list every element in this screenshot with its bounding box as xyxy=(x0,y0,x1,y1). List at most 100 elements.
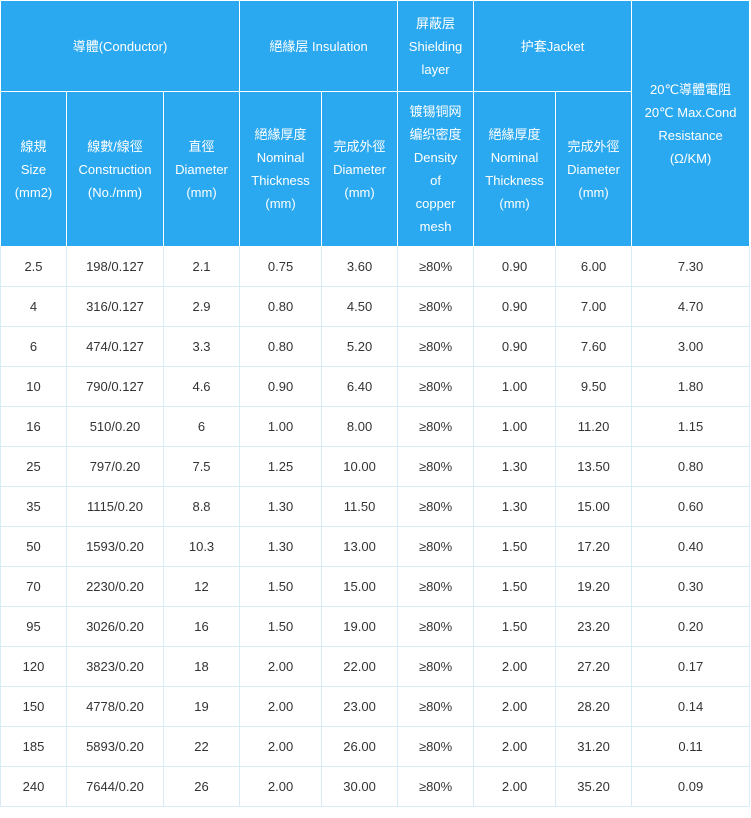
cell-max-resistance: 0.11 xyxy=(631,726,751,767)
cell-max-resistance: 1.80 xyxy=(631,366,751,407)
cell-construction: 198/0.127 xyxy=(66,246,164,287)
header-size: 線規 Size (mm2) xyxy=(0,91,67,247)
cell-braid-density: ≥80% xyxy=(397,406,475,447)
cell-insulation-diameter: 3.60 xyxy=(321,246,399,287)
cell-jacket-thickness: 1.50 xyxy=(473,566,557,607)
cell-size: 10 xyxy=(0,366,67,407)
cell-insulation-diameter: 5.20 xyxy=(321,326,399,367)
cell-size: 50 xyxy=(0,526,67,567)
cell-insulation-diameter: 15.00 xyxy=(321,566,399,607)
cell-construction: 1593/0.20 xyxy=(66,526,164,567)
cell-max-resistance: 0.80 xyxy=(631,446,751,487)
cell-jacket-diameter: 7.00 xyxy=(555,286,633,327)
cell-insulation-thickness: 1.30 xyxy=(239,526,323,567)
cell-jacket-thickness: 1.50 xyxy=(473,526,557,567)
cell-jacket-thickness: 1.30 xyxy=(473,446,557,487)
cell-insulation-thickness: 2.00 xyxy=(239,686,323,727)
table-row: 150 4778/0.20 19 2.00 23.00 ≥80% 2.00 28.20 0.14 xyxy=(0,686,751,727)
cell-braid-density: ≥80% xyxy=(397,566,475,607)
cell-size: 150 xyxy=(0,686,67,727)
cell-size: 185 xyxy=(0,726,67,767)
table-row: 95 3026/0.20 16 1.50 19.00 ≥80% 1.50 23.20 0.20 xyxy=(0,606,751,647)
cell-jacket-diameter: 19.20 xyxy=(555,566,633,607)
cell-braid-density: ≥80% xyxy=(397,726,475,767)
cell-max-resistance: 3.00 xyxy=(631,326,751,367)
cell-jacket-diameter: 6.00 xyxy=(555,246,633,287)
cell-insulation-diameter: 22.00 xyxy=(321,646,399,687)
cell-diameter: 10.3 xyxy=(162,526,241,567)
cell-jacket-thickness: 2.00 xyxy=(473,686,557,727)
cell-diameter: 3.3 xyxy=(162,326,241,367)
cell-diameter: 6 xyxy=(162,406,241,447)
cell-insulation-diameter: 30.00 xyxy=(321,766,399,807)
cell-insulation-thickness: 2.00 xyxy=(239,646,323,687)
header-insulation-thickness: 絕緣厚度 Nominal Thickness (mm) xyxy=(239,91,323,247)
cell-size: 70 xyxy=(0,566,67,607)
cell-construction: 7644/0.20 xyxy=(66,766,164,807)
cell-braid-density: ≥80% xyxy=(397,526,475,567)
cell-construction: 474/0.127 xyxy=(66,326,164,367)
cell-jacket-thickness: 2.00 xyxy=(473,726,557,767)
cell-diameter: 16 xyxy=(162,606,241,647)
cell-insulation-thickness: 1.00 xyxy=(239,406,323,447)
cell-jacket-diameter: 7.60 xyxy=(555,326,633,367)
cell-diameter: 22 xyxy=(162,726,241,767)
table-row: 70 2230/0.20 12 1.50 15.00 ≥80% 1.50 19.20 0.30 xyxy=(0,566,751,607)
cell-construction: 4778/0.20 xyxy=(66,686,164,727)
cell-max-resistance: 0.14 xyxy=(631,686,751,727)
cell-insulation-thickness: 1.30 xyxy=(239,486,323,527)
cell-construction: 3823/0.20 xyxy=(66,646,164,687)
header-conductor: 導體(Conductor) xyxy=(0,0,241,92)
table-body: 2.5 198/0.127 2.1 0.75 3.60 ≥80% 0.90 6.00 7.30 4… xyxy=(0,246,751,807)
cell-diameter: 26 xyxy=(162,766,241,807)
cell-size: 25 xyxy=(0,446,67,487)
cell-diameter: 7.5 xyxy=(162,446,241,487)
table-row: 240 7644/0.20 26 2.00 30.00 ≥80% 2.00 35.20 0.09 xyxy=(0,766,751,807)
cell-diameter: 18 xyxy=(162,646,241,687)
cell-insulation-thickness: 2.00 xyxy=(239,766,323,807)
cell-insulation-thickness: 1.50 xyxy=(239,606,323,647)
cell-insulation-thickness: 0.75 xyxy=(239,246,323,287)
cell-jacket-thickness: 0.90 xyxy=(473,246,557,287)
cell-max-resistance: 0.60 xyxy=(631,486,751,527)
cell-jacket-diameter: 9.50 xyxy=(555,366,633,407)
cell-diameter: 2.9 xyxy=(162,286,241,327)
header-shielding: 屏蔽层 Shielding layer xyxy=(397,0,475,92)
cell-braid-density: ≥80% xyxy=(397,686,475,727)
cell-jacket-diameter: 28.20 xyxy=(555,686,633,727)
cell-jacket-thickness: 1.50 xyxy=(473,606,557,647)
table-row: 6 474/0.127 3.3 0.80 5.20 ≥80% 0.90 7.60 3.00 xyxy=(0,326,751,367)
cell-insulation-thickness: 0.80 xyxy=(239,286,323,327)
cell-jacket-diameter: 15.00 xyxy=(555,486,633,527)
cell-construction: 1115/0.20 xyxy=(66,486,164,527)
cell-insulation-thickness: 0.80 xyxy=(239,326,323,367)
cell-size: 16 xyxy=(0,406,67,447)
cell-construction: 316/0.127 xyxy=(66,286,164,327)
cell-size: 240 xyxy=(0,766,67,807)
table-row: 25 797/0.20 7.5 1.25 10.00 ≥80% 1.30 13.50 0.80 xyxy=(0,446,751,487)
cell-size: 4 xyxy=(0,286,67,327)
cell-max-resistance: 1.15 xyxy=(631,406,751,447)
cell-diameter: 2.1 xyxy=(162,246,241,287)
header-insulation: 絕緣层 Insulation xyxy=(239,0,399,92)
cell-insulation-diameter: 23.00 xyxy=(321,686,399,727)
header-resistance: 20℃導體電阻 20℃ Max.Cond Resistance (Ω/KM) xyxy=(631,0,751,247)
cell-construction: 3026/0.20 xyxy=(66,606,164,647)
cell-jacket-diameter: 35.20 xyxy=(555,766,633,807)
cell-braid-density: ≥80% xyxy=(397,446,475,487)
cell-diameter: 12 xyxy=(162,566,241,607)
cell-max-resistance: 0.30 xyxy=(631,566,751,607)
cell-braid-density: ≥80% xyxy=(397,286,475,327)
cell-diameter: 4.6 xyxy=(162,366,241,407)
header-braid-density: 镀锡铜网 编织密度 Density of copper mesh xyxy=(397,91,475,247)
cell-insulation-diameter: 26.00 xyxy=(321,726,399,767)
header-jacket-thickness: 絕緣厚度 Nominal Thickness (mm) xyxy=(473,91,557,247)
cell-jacket-thickness: 0.90 xyxy=(473,286,557,327)
cell-size: 6 xyxy=(0,326,67,367)
header-construction: 線數/線徑 Construction (No./mm) xyxy=(66,91,164,247)
cell-jacket-thickness: 1.00 xyxy=(473,406,557,447)
cell-insulation-diameter: 13.00 xyxy=(321,526,399,567)
cell-insulation-thickness: 1.50 xyxy=(239,566,323,607)
cell-braid-density: ≥80% xyxy=(397,646,475,687)
